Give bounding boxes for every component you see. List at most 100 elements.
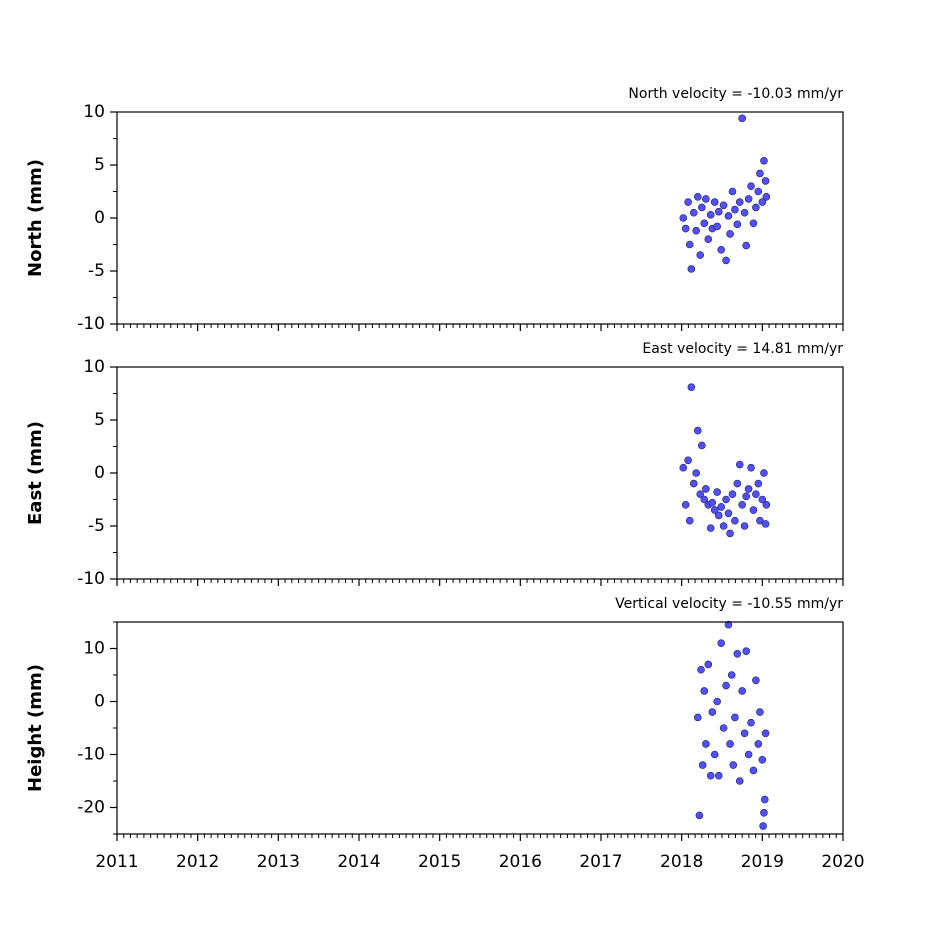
point (740, 522, 749, 530)
point (726, 529, 734, 538)
x-tick-label: 2015 (418, 852, 461, 872)
point (740, 208, 749, 217)
point (710, 750, 719, 759)
point (702, 195, 710, 203)
point (713, 697, 721, 706)
point (744, 750, 753, 759)
panel: Vertical velocity = -10.55 mm/yr Height (… (25, 596, 865, 872)
point (729, 761, 738, 769)
point (698, 761, 707, 769)
point (702, 740, 710, 748)
point (700, 495, 709, 504)
point (689, 479, 698, 488)
point (735, 198, 744, 206)
panel-title: Vertical velocity = -10.55 mm/yr (615, 596, 843, 612)
point (760, 808, 768, 817)
point (708, 498, 717, 507)
point (724, 509, 733, 518)
point (697, 665, 705, 674)
point (749, 219, 758, 228)
point (738, 114, 746, 123)
point (679, 214, 688, 222)
y-tick-label: 10 (83, 102, 105, 122)
point (714, 771, 723, 780)
panel: East velocity = 14.81 mm/yr East (mm) -10 -… (25, 341, 844, 589)
point (706, 771, 715, 780)
point (754, 187, 763, 196)
point (747, 463, 755, 472)
point (756, 516, 764, 525)
point (727, 671, 736, 679)
point (710, 506, 719, 514)
axes-frame (116, 621, 844, 835)
point (749, 506, 758, 514)
point (696, 490, 705, 499)
point (700, 219, 709, 228)
y-tick-label: 10 (83, 639, 105, 659)
point (714, 511, 723, 520)
point (717, 639, 725, 648)
x-tick-label: 2016 (499, 852, 542, 872)
point (752, 203, 760, 212)
point (762, 193, 771, 201)
panel-title: East velocity = 14.81 mm/yr (642, 341, 843, 357)
point (714, 207, 723, 216)
y-axis-label: East (mm) (25, 421, 46, 525)
x-tick-label: 2011 (95, 852, 138, 872)
y-tick-label: -10 (77, 314, 105, 334)
point (717, 503, 725, 511)
point (742, 492, 751, 501)
point (742, 647, 751, 655)
point (726, 740, 734, 748)
x-tick-label: 2017 (579, 852, 622, 872)
point (728, 187, 737, 196)
panel: North velocity = -10.03 mm/yr North (mm) -… (25, 86, 844, 334)
y-tick-label: 0 (94, 463, 105, 483)
point (693, 193, 702, 201)
point (706, 524, 715, 532)
point (706, 211, 715, 219)
y-tick-label: 0 (94, 692, 105, 712)
x-tick-label: 2013 (257, 852, 300, 872)
y-tick-label: -10 (77, 745, 105, 765)
point (742, 241, 751, 250)
point (687, 265, 696, 273)
point (698, 441, 706, 450)
point (722, 681, 730, 690)
point (733, 220, 742, 229)
point (754, 479, 763, 488)
point (685, 516, 694, 525)
point (733, 649, 742, 658)
point (685, 240, 694, 249)
point (717, 246, 725, 254)
point (760, 156, 768, 165)
point (738, 500, 746, 509)
point (693, 713, 702, 722)
y-tick-label: -5 (88, 516, 105, 536)
axes-frame (116, 111, 844, 325)
point (731, 713, 739, 722)
y-tick-label: 0 (94, 208, 105, 228)
point (733, 479, 742, 488)
point (696, 251, 705, 259)
point (708, 708, 717, 716)
y-axis-label: North (mm) (25, 159, 46, 277)
point (710, 198, 719, 206)
point (681, 224, 690, 233)
point (719, 522, 728, 530)
point (740, 729, 749, 738)
point (762, 500, 771, 509)
x-tick-label: 2020 (821, 852, 864, 872)
point (692, 226, 700, 235)
point (700, 687, 709, 695)
point (756, 708, 764, 716)
point (759, 822, 767, 830)
point (726, 230, 734, 238)
point (719, 201, 728, 210)
point (713, 222, 721, 231)
point (684, 456, 692, 465)
point (713, 488, 721, 496)
point (747, 182, 755, 190)
